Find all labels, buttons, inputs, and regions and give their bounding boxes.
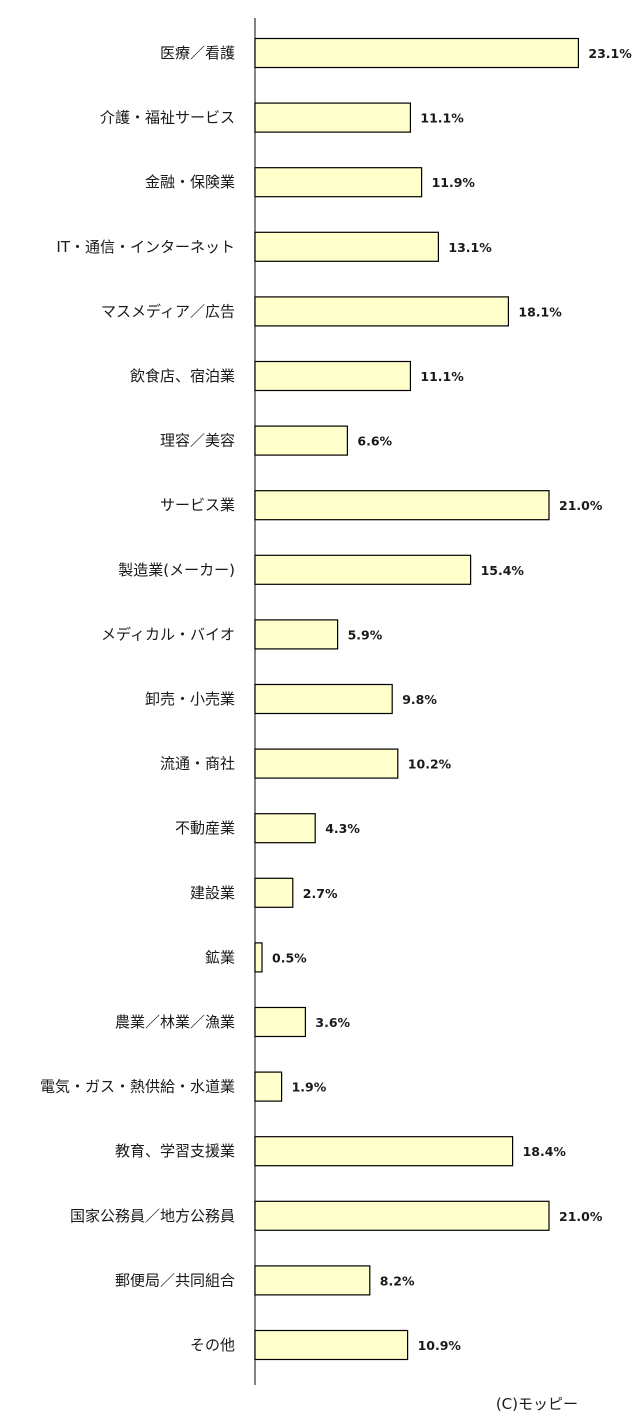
bar: [254, 425, 349, 456]
value-label: 2.7%: [303, 886, 338, 901]
value-label: 11.1%: [420, 369, 464, 384]
value-label: 18.4%: [523, 1144, 567, 1159]
category-label: 医療／看護: [160, 44, 235, 62]
category-label: サービス業: [160, 496, 235, 514]
category-label: 国家公務員／地方公務員: [70, 1207, 235, 1225]
bar: [254, 554, 472, 585]
category-label: 金融・保険業: [145, 173, 235, 191]
copyright-credit: (C)モッピー: [495, 1395, 578, 1413]
category-label: 卸売・小売業: [145, 690, 235, 708]
value-label: 8.2%: [380, 1273, 415, 1288]
bar: [254, 942, 263, 973]
category-label: 電気・ガス・熱供給・水道業: [40, 1078, 235, 1096]
bar: [254, 683, 393, 715]
bar: [254, 1200, 550, 1231]
bar: [254, 813, 316, 844]
category-label: 製造業(メーカー): [118, 561, 235, 579]
value-label: 1.9%: [292, 1080, 327, 1095]
value-label: 4.3%: [325, 821, 360, 836]
category-label: 介護・福祉サービス: [100, 109, 235, 127]
bar: [254, 37, 579, 69]
bar: [254, 1265, 371, 1296]
bar: [254, 296, 509, 327]
category-label: その他: [190, 1336, 235, 1354]
bar: [254, 619, 339, 650]
bar: [254, 102, 411, 133]
category-label: 飲食店、宿泊業: [130, 367, 235, 385]
bar: [254, 1006, 307, 1038]
category-label: マスメディア／広告: [101, 302, 235, 320]
bar: [254, 1071, 283, 1102]
bar: [254, 231, 439, 262]
bar: [254, 167, 423, 198]
value-label: 0.5%: [272, 950, 307, 965]
value-label: 11.9%: [432, 175, 476, 190]
value-label: 15.4%: [481, 563, 525, 578]
bar: [254, 490, 550, 521]
value-label: 3.6%: [315, 1015, 350, 1030]
value-label: 10.9%: [418, 1338, 462, 1353]
value-label: 21.0%: [559, 1209, 603, 1224]
bar: [254, 877, 294, 908]
value-label: 10.2%: [408, 757, 452, 772]
category-label: 鉱業: [205, 948, 235, 966]
category-label: メディカル・バイオ: [101, 625, 235, 643]
category-label: 不動産業: [175, 819, 235, 837]
value-label: 11.1%: [420, 111, 464, 126]
value-label: 5.9%: [348, 627, 383, 642]
category-label: 教育、学習支援業: [115, 1142, 235, 1160]
value-label: 6.6%: [357, 434, 392, 449]
bar: [254, 360, 411, 392]
category-label: 農業／林業／漁業: [115, 1013, 235, 1031]
category-label: 流通・商社: [160, 755, 235, 773]
value-label: 18.1%: [518, 304, 562, 319]
category-label: 郵便局／共同組合: [115, 1271, 235, 1289]
value-label: 9.8%: [402, 692, 437, 707]
bar: [254, 748, 399, 779]
bar: [254, 1329, 409, 1361]
bars-group: 医療／看護 23.1% 介護・福祉サービス 11.1% 金融・保険業 11.9% IT・通信…: [40, 37, 632, 1361]
category-label: IT・通信・インターネット: [56, 238, 235, 256]
value-label: 21.0%: [559, 498, 603, 513]
value-label: 13.1%: [448, 240, 492, 255]
value-label: 23.1%: [588, 46, 632, 61]
bar: [254, 1136, 514, 1167]
category-label: 理容／美容: [160, 432, 235, 450]
category-label: 建設業: [190, 884, 235, 902]
